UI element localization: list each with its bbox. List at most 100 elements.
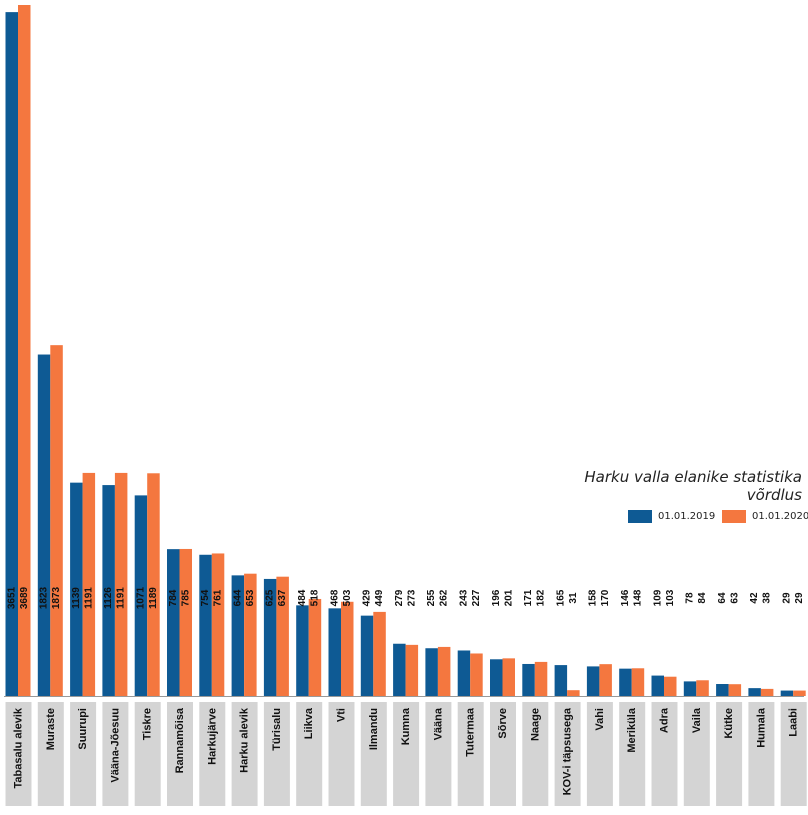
bar-2019	[70, 482, 83, 696]
bar-2020	[793, 690, 806, 696]
data-label-2020: 3689	[19, 586, 30, 609]
bar-2019	[683, 681, 697, 696]
category-label: Harkujärve	[206, 708, 218, 765]
chart-title: Harku valla elanike statistika võrdlus	[584, 468, 802, 504]
category-label: Humala	[755, 707, 767, 748]
data-label-2019: 625	[265, 589, 276, 606]
data-label-2020: 38	[762, 592, 773, 604]
bar-2019	[263, 578, 277, 696]
data-label-2019: 484	[297, 589, 308, 606]
bar-2019	[651, 675, 664, 696]
category-label-box	[780, 702, 807, 806]
data-label-2019: 644	[232, 589, 243, 606]
data-label-2020: 1191	[83, 587, 94, 609]
data-label-2019: 468	[329, 589, 340, 606]
bar-2019	[102, 485, 115, 696]
data-label-2019: 64	[717, 592, 728, 604]
category-label: Kütke	[723, 708, 735, 739]
legend-label-2019: 01.01.2019	[658, 510, 716, 522]
bar-2019	[167, 549, 180, 696]
category-label: Ilmandu	[368, 708, 380, 750]
data-label-2019: 42	[749, 592, 760, 604]
bar-2019	[231, 575, 245, 696]
category-label-box	[683, 702, 710, 806]
category-label: Muraste	[45, 708, 57, 750]
category-label-box	[748, 702, 775, 806]
data-label-2019: 1071	[135, 586, 146, 609]
bar-2020	[373, 611, 386, 696]
category-label-box	[167, 702, 193, 806]
bar-2020	[341, 601, 354, 696]
bar-2020	[50, 345, 63, 696]
data-label-2020: 262	[439, 589, 450, 606]
category-label: Vaila	[691, 707, 703, 733]
data-label-2019: 429	[362, 589, 373, 606]
data-label-2019: 1126	[103, 587, 114, 609]
data-label-2019: 1823	[39, 586, 50, 609]
bar-2020	[599, 664, 612, 696]
data-label-2020: 63	[729, 592, 740, 604]
category-label: Türisalu	[271, 708, 283, 751]
bar-2020	[567, 690, 580, 696]
bar-2019	[490, 659, 503, 696]
category-label-box	[522, 702, 549, 806]
data-label-2020: 84	[697, 592, 708, 604]
bar-2020	[437, 646, 451, 696]
category-label: Rannamõisa	[174, 707, 186, 773]
bar-2019	[393, 643, 406, 696]
bar-2019	[716, 684, 729, 696]
data-label-2019: 255	[426, 589, 437, 606]
bar-2019	[748, 688, 761, 696]
category-label-box	[263, 702, 290, 806]
bar-2020	[308, 598, 322, 696]
data-label-2020: 1189	[148, 587, 159, 609]
bar-2019	[586, 666, 600, 696]
legend-item-2019: 01.01.2019	[628, 508, 715, 524]
data-label-2019: 784	[168, 589, 179, 606]
bar-2020	[631, 668, 645, 696]
data-label-2019: 3651	[6, 586, 17, 609]
data-label-2019: 754	[200, 589, 211, 606]
category-label-box	[425, 702, 452, 806]
bar-2020	[147, 473, 160, 696]
category-label-box	[586, 702, 613, 806]
data-label-2020: 31	[568, 592, 579, 604]
bar-2020	[760, 688, 774, 696]
category-label: Vääna	[432, 707, 444, 740]
bar-2019	[296, 605, 309, 696]
category-label: Adra	[659, 707, 671, 733]
data-label-2020: 201	[503, 589, 514, 606]
category-label-box	[716, 702, 743, 806]
data-label-2019: 29	[781, 592, 792, 604]
category-label: Meriküla	[626, 707, 638, 753]
category-label-box	[296, 702, 323, 806]
bar-2019	[37, 354, 51, 696]
category-label: Vääna-Jõesuu	[109, 708, 121, 783]
data-label-2020: 170	[600, 589, 611, 606]
data-label-2020: 1191	[116, 587, 127, 609]
bar-2020	[114, 472, 128, 696]
bar-2019	[328, 608, 341, 696]
data-label-2020: 273	[406, 589, 417, 606]
data-label-2020: 29	[794, 592, 805, 604]
data-label-2019: 279	[394, 589, 405, 606]
category-label-box	[102, 702, 129, 806]
data-label-2019: 165	[555, 589, 566, 606]
category-label-box	[619, 702, 646, 806]
bar-2020	[244, 573, 257, 696]
data-label-2019: 171	[523, 589, 534, 606]
bar-2020	[276, 576, 289, 696]
bar-2020	[534, 661, 548, 696]
category-label: Kumna	[400, 707, 412, 745]
category-label: Suurupi	[77, 708, 89, 750]
data-label-2020: 637	[277, 589, 288, 606]
bar-2020	[728, 684, 742, 696]
data-label-2020: 1873	[51, 586, 62, 609]
category-label: Tabasalu alevik	[13, 707, 25, 788]
data-label-2019: 158	[588, 589, 599, 606]
bar-2020	[211, 553, 225, 696]
category-label: Laabi	[788, 708, 800, 737]
data-label-2019: 196	[491, 589, 502, 606]
bar-2020	[696, 680, 709, 696]
